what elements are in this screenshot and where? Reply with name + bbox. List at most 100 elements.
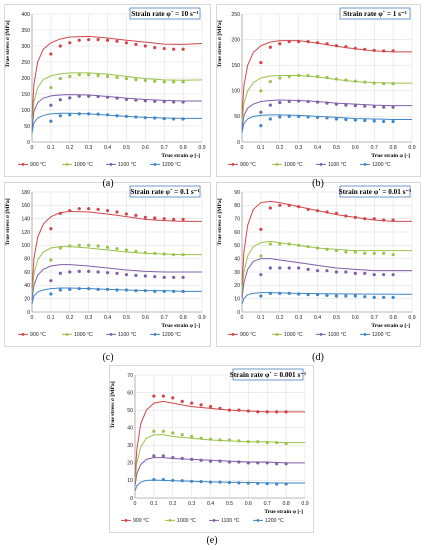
data-point-1000 — [162, 252, 166, 256]
legend-marker-1200 — [256, 519, 260, 522]
series-line-1100 — [31, 94, 202, 130]
x-tick-label: 0.4 — [314, 315, 321, 321]
x-tick-label: 0.9 — [408, 145, 415, 151]
legend-marker-1000 — [65, 333, 69, 336]
x-tick-label: 0.7 — [161, 315, 168, 321]
data-point-1100 — [259, 273, 263, 277]
data-point-900 — [268, 45, 272, 49]
data-point-1000 — [344, 250, 348, 254]
legend-label-1000: 1000 °C — [177, 518, 196, 524]
legend-label-1100: 1100 °C — [118, 162, 137, 168]
x-tick-label: 0.8 — [180, 145, 187, 151]
data-point-900 — [115, 39, 119, 43]
data-point-1000 — [297, 243, 301, 247]
x-tick-label: 0.7 — [371, 315, 378, 321]
x-axis-title: True strain φ [-] — [161, 323, 200, 329]
y-axis-title: True stress σ [MPa] — [217, 20, 223, 67]
data-point-1200 — [306, 115, 310, 119]
data-point-1100 — [87, 269, 91, 273]
legend-label-1100: 1100 °C — [328, 162, 347, 168]
y-tick-label: 80 — [234, 203, 240, 209]
y-tick-label: 20 — [127, 461, 133, 467]
x-tick-label: 0.7 — [264, 501, 271, 507]
data-point-900 — [334, 211, 339, 215]
legend-label-1200: 1200 °C — [162, 162, 181, 168]
data-point-1200 — [256, 481, 260, 486]
x-tick-label: 0.7 — [371, 145, 378, 151]
chart-panel-c: 0 20 40 60 80 100 120 140 160 180 0 0.1 0.2 0.3 0.4 0.5… — [5, 185, 206, 338]
data-point-1100 — [391, 273, 395, 277]
data-point-1100 — [115, 271, 119, 275]
data-point-900 — [265, 410, 269, 414]
x-tick-label: 0 — [241, 315, 244, 321]
data-point-1000 — [134, 249, 138, 253]
data-point-1000 — [372, 251, 376, 255]
data-point-1000 — [171, 431, 175, 435]
y-tick-label: 180 — [21, 190, 30, 196]
data-point-900 — [363, 217, 367, 221]
data-point-1200 — [344, 117, 348, 122]
data-point-1200 — [161, 477, 165, 482]
data-point-1200 — [49, 292, 53, 296]
x-tick-label: 0.1 — [257, 145, 264, 151]
data-point-1100 — [180, 456, 184, 461]
legend-marker-900 — [231, 333, 235, 336]
data-point-1100 — [124, 273, 129, 277]
panel-c-label: (c) — [102, 352, 114, 363]
data-point-1100 — [105, 95, 110, 99]
data-point-1000 — [181, 80, 185, 84]
y-tick-label: 0 — [237, 310, 240, 316]
data-point-900 — [278, 42, 282, 46]
x-tick-label: 0.3 — [188, 501, 195, 507]
data-point-1100 — [306, 99, 310, 104]
y-tick-label: 60 — [127, 390, 133, 396]
data-point-1000 — [105, 245, 110, 249]
y-axis-title: True stress σ [MPa] — [5, 20, 11, 67]
y-tick-label: 90 — [234, 190, 240, 196]
data-point-900 — [171, 396, 175, 400]
data-point-900 — [315, 41, 320, 45]
data-point-1000 — [124, 248, 129, 252]
data-point-1200 — [275, 482, 279, 486]
data-point-1000 — [143, 78, 147, 83]
legend-label-1000: 1000 °C — [74, 162, 93, 168]
x-tick-label: 0.5 — [226, 501, 233, 507]
x-axis-title: True strain φ [-] — [371, 323, 410, 329]
y-tick-label: 50 — [24, 124, 30, 130]
x-tick-label: 0.3 — [85, 315, 92, 321]
legend-marker-900 — [21, 163, 25, 166]
x-axis-title: True strain φ [-] — [371, 153, 410, 159]
data-point-900 — [124, 212, 129, 216]
data-point-1100 — [181, 100, 185, 104]
legend-label-900: 900 °C — [240, 162, 256, 168]
data-point-1200 — [171, 478, 175, 483]
data-point-1000 — [284, 441, 288, 446]
data-point-1100 — [199, 458, 203, 462]
data-point-900 — [162, 217, 166, 221]
chart-panel-a: 0 50 100 150 200 250 300 350 400 0 0.1 0.2 0.3 0.4 0.5… — [5, 7, 206, 168]
x-tick-label: 0.1 — [257, 315, 264, 321]
data-point-1100 — [161, 454, 165, 458]
y-tick-label: 0 — [237, 140, 240, 146]
data-point-1100 — [363, 104, 367, 108]
y-tick-label: 70 — [127, 373, 133, 379]
chart-title-box — [129, 185, 201, 198]
data-point-900 — [181, 217, 185, 221]
data-point-1000 — [199, 436, 203, 440]
series-line-1100 — [31, 264, 202, 301]
data-point-1100 — [391, 105, 395, 109]
data-point-1000 — [391, 253, 395, 257]
legend-label-1200: 1200 °C — [372, 332, 391, 338]
data-point-1000 — [372, 81, 376, 85]
data-point-1000 — [49, 86, 53, 90]
data-point-1100 — [334, 270, 339, 274]
x-tick-label: 0.2 — [66, 145, 73, 151]
data-point-1100 — [190, 457, 194, 461]
chart-panel-d: 0 10 20 30 40 50 60 70 80 90 0 0.1 0.2 0.3 0.4 0.5 0.6 0.… — [217, 185, 416, 338]
legend-label-1200: 1200 °C — [265, 518, 284, 524]
panel-a-label: (a) — [102, 178, 114, 189]
data-point-1000 — [268, 79, 272, 84]
data-point-1200 — [162, 117, 166, 121]
data-point-1100 — [268, 103, 272, 107]
data-point-1100 — [96, 94, 100, 99]
